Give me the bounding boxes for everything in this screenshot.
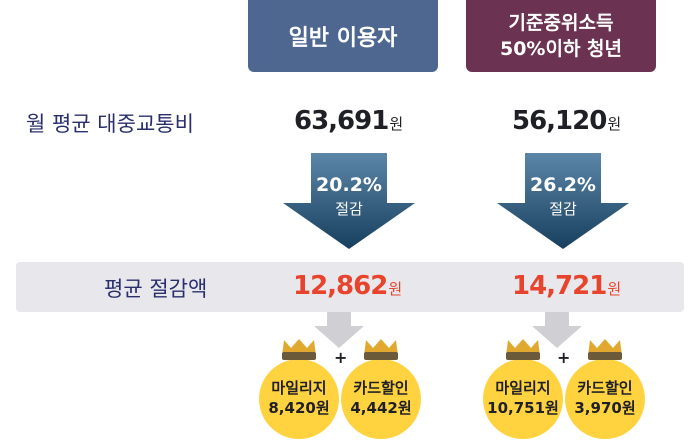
card-value-youth: 3,970원	[574, 399, 636, 417]
average-savings-band	[16, 262, 684, 312]
monthly-cost-general: 63,691원	[294, 106, 403, 136]
card-label-general: 카드할인	[353, 379, 409, 397]
savings-word-general: 절감	[335, 200, 363, 218]
savings-arrow-general: 20.2% 절감	[283, 153, 415, 249]
money-bag-icon	[341, 339, 421, 439]
monthly-cost-youth-value: 56,120	[512, 106, 607, 136]
header-general-users-label: 일반 이용자	[288, 26, 398, 51]
average-savings-general: 12,862원	[293, 271, 402, 301]
average-savings-youth-value: 14,721	[512, 271, 607, 301]
monthly-cost-general-value: 63,691	[294, 106, 389, 136]
money-bag-icon	[483, 339, 563, 439]
plus-sign-general: +	[334, 348, 348, 367]
won-unit: 원	[388, 280, 403, 298]
card-coin-youth: 카드할인 3,970원	[564, 336, 646, 444]
mileage-value-general: 8,420원	[268, 399, 330, 417]
header-youth-line1: 기준중위소득	[508, 12, 614, 34]
won-unit: 원	[389, 115, 404, 133]
monthly-cost-youth: 56,120원	[512, 106, 621, 136]
header-low-income-youth: 기준중위소득 50%이하 청년	[466, 0, 656, 72]
mileage-label-general: 마일리지	[271, 379, 327, 397]
average-savings-label: 평균 절감액	[104, 277, 208, 301]
average-savings-youth: 14,721원	[512, 271, 621, 301]
savings-word-youth: 절감	[549, 200, 577, 218]
mileage-coin-youth: 마일리지 10,751원	[482, 336, 564, 444]
average-savings-general-value: 12,862	[293, 271, 388, 301]
breakdown-arrow-youth-icon	[532, 312, 582, 348]
card-value-general: 4,442원	[350, 399, 412, 417]
plus-sign-youth: +	[557, 348, 571, 367]
money-bag-icon	[565, 339, 645, 439]
won-unit: 원	[607, 115, 622, 133]
breakdown-arrow-general-icon	[314, 312, 364, 348]
down-arrow-icon	[497, 153, 629, 249]
savings-arrow-youth: 26.2% 절감	[497, 153, 629, 249]
mileage-coin-general: 마일리지 8,420원	[258, 336, 340, 444]
header-general-users: 일반 이용자	[248, 0, 438, 72]
won-unit: 원	[607, 280, 622, 298]
monthly-cost-label: 월 평균 대중교통비	[26, 112, 194, 136]
card-label-youth: 카드할인	[577, 379, 633, 397]
down-arrow-icon	[283, 153, 415, 249]
savings-rate-youth: 26.2%	[530, 174, 596, 196]
mileage-label-youth: 마일리지	[495, 379, 551, 397]
mileage-value-youth: 10,751원	[487, 399, 559, 417]
card-coin-general: 카드할인 4,442원	[340, 336, 422, 444]
money-bag-icon	[259, 339, 339, 439]
savings-rate-general: 20.2%	[316, 174, 382, 196]
header-youth-line2: 50%이하 청년	[499, 38, 622, 60]
